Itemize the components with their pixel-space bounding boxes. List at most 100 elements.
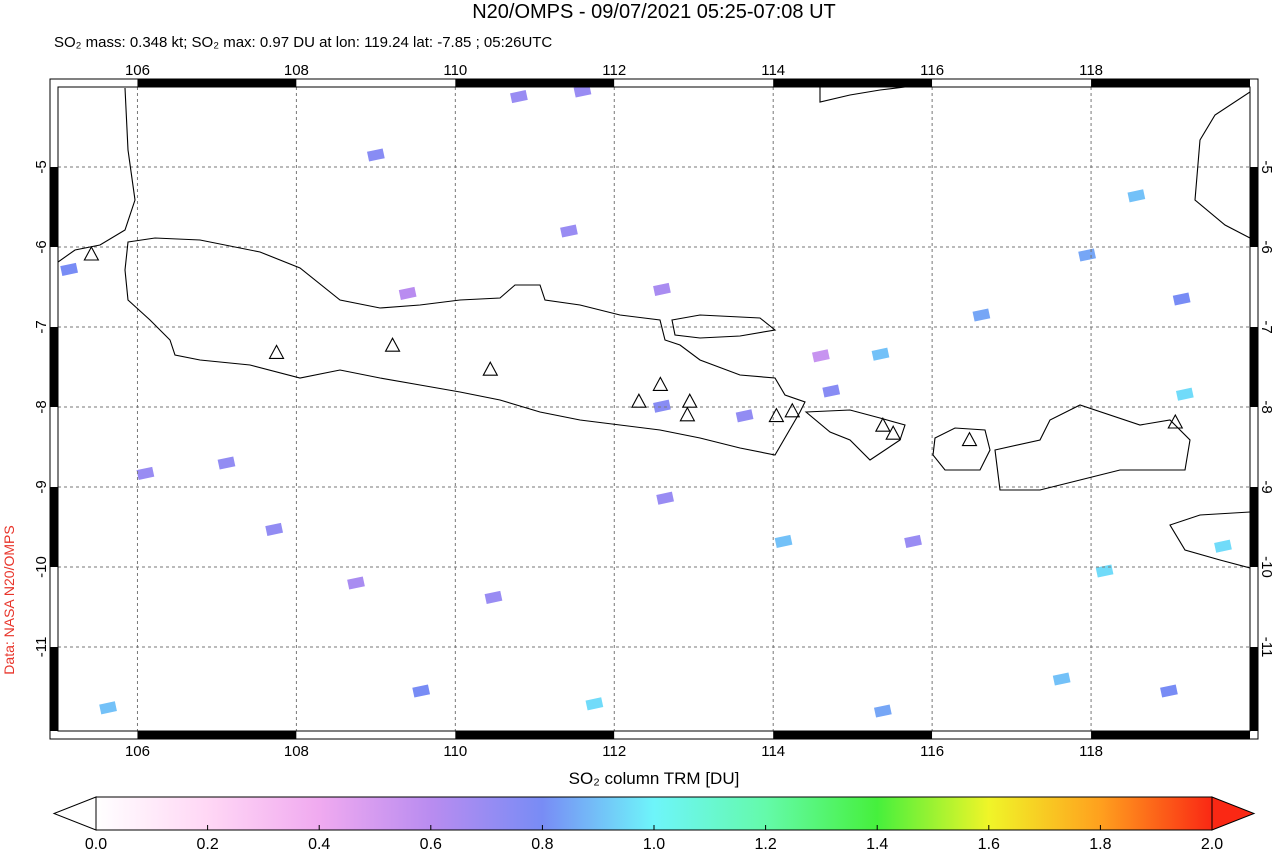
coast-sumatra: [58, 87, 136, 263]
map-background: [58, 87, 1250, 731]
so2-pixel: [99, 701, 117, 715]
chart-subtitle: SO₂ mass: 0.348 kt; SO₂ max: 0.97 DU at …: [54, 34, 552, 51]
so2-pixel: [1172, 292, 1191, 306]
frame-segment: [58, 731, 138, 739]
colorbar-tick-label: 1.2: [754, 836, 776, 853]
coastlines: [58, 87, 1250, 569]
colorbar-tick-label: 0.4: [308, 836, 330, 853]
so2-pixel: [871, 347, 890, 361]
frame-segment: [614, 731, 774, 739]
so2-pixel: [367, 148, 385, 162]
x-tick-label: 108: [284, 62, 309, 79]
so2-pixel: [1160, 684, 1178, 698]
so2-pixel: [774, 534, 793, 548]
so2-pixel: [904, 534, 922, 548]
colorbar-extend-high: [1211, 796, 1256, 831]
so2-pixel: [1175, 387, 1194, 401]
colorbar-tick-label: 1.4: [866, 836, 888, 853]
coast-lombok: [932, 427, 991, 471]
frame-segment: [455, 731, 615, 739]
frame-segment: [50, 327, 58, 407]
x-tick-label: 114: [761, 743, 785, 760]
frame-segment: [296, 731, 456, 739]
x-tick-label: 116: [920, 62, 944, 79]
grid: [58, 87, 1250, 731]
coast-borneo: [819, 87, 906, 103]
so2-pixel: [398, 286, 417, 300]
x-tick-label: 106: [125, 62, 150, 79]
so2-pixel: [1095, 564, 1114, 578]
frame-segment: [50, 167, 58, 247]
colorbar-tick-label: 0.0: [85, 836, 107, 853]
volcano-marker: [961, 431, 978, 447]
y-tick-label: -9: [1258, 480, 1272, 493]
y-tick-label: -8: [33, 400, 50, 413]
frame-segment: [1250, 487, 1258, 567]
colorbar-tick-label: 1.6: [978, 836, 1000, 853]
so2-pixel: [1214, 539, 1232, 553]
x-tick-label: 118: [1079, 62, 1103, 79]
frame-segment: [1250, 87, 1258, 167]
frame-segment: [137, 79, 297, 87]
x-tick-label: 112: [602, 743, 626, 760]
so2-pixel: [656, 491, 674, 505]
y-tick-label: -8: [1258, 400, 1272, 413]
frame-segment: [614, 79, 774, 87]
map-border: [57, 86, 1251, 732]
frame-segment: [773, 79, 933, 87]
frame-segment: [50, 247, 58, 327]
colorbar-tick-label: 0.6: [420, 836, 442, 853]
frame-segment: [296, 79, 456, 87]
x-tick-label: 118: [1079, 743, 1103, 760]
y-tick-label: -10: [33, 556, 50, 578]
so2-pixel: [510, 90, 528, 104]
frame-segment: [50, 487, 58, 567]
colorbar-body: [95, 796, 1213, 831]
colorbar-extend-low: [52, 796, 97, 831]
frame-segment: [50, 407, 58, 487]
so2-pixel: [1127, 189, 1146, 203]
coast-sumbawa: [994, 404, 1191, 491]
frame-segment: [1250, 327, 1258, 407]
volcano-marker: [83, 245, 100, 261]
so2-pixel: [972, 308, 991, 322]
colorbar-tick-label: 1.0: [643, 836, 665, 853]
so2-pixel: [653, 399, 671, 413]
colorbar: 0.0 0.2 0.4 0.6 0.8 1.0 1.2 1.4 1.6 1.8 2.0: [52, 796, 1256, 853]
volcano-marker: [630, 393, 647, 408]
colorbar-tick-label: 1.8: [1089, 836, 1111, 853]
y-tick-label: -7: [1258, 320, 1272, 333]
so2-pixel: [1052, 672, 1071, 686]
frame-segment: [1250, 567, 1258, 647]
x-tick-label: 110: [443, 62, 467, 79]
y-tick-label: -9: [33, 480, 50, 493]
coast-java: [124, 237, 806, 456]
colorbar-tick-label: 0.8: [531, 836, 553, 853]
map-border: [49, 78, 1259, 740]
x-tick-label: 116: [920, 743, 944, 760]
x-tick-label: 114: [761, 62, 785, 79]
volcano-marker: [384, 337, 401, 352]
frame-segment: [50, 647, 58, 731]
frame-segment: [1250, 247, 1258, 327]
frame-segment: [773, 731, 933, 739]
frame-segment: [50, 567, 58, 647]
so2-pixel: [812, 349, 830, 363]
so2-pixel: [585, 697, 604, 711]
x-tick-label: 110: [443, 743, 467, 760]
frame-segment: [58, 79, 138, 87]
coast-sulawesi: [1194, 91, 1250, 239]
y-tick-label: -11: [33, 637, 50, 658]
frame-segment: [455, 79, 615, 87]
volcano-marker: [885, 425, 902, 440]
so2-pixel: [412, 684, 431, 698]
y-tick-label: -6: [1258, 240, 1272, 253]
volcano-marker: [652, 376, 669, 391]
frame-segment: [932, 731, 1092, 739]
volcano-marker: [268, 344, 285, 359]
y-tick-label: -5: [33, 160, 50, 173]
y-tick-label: -5: [1258, 160, 1272, 173]
volcanoes: [83, 245, 1184, 447]
frame-segment: [1091, 731, 1250, 739]
